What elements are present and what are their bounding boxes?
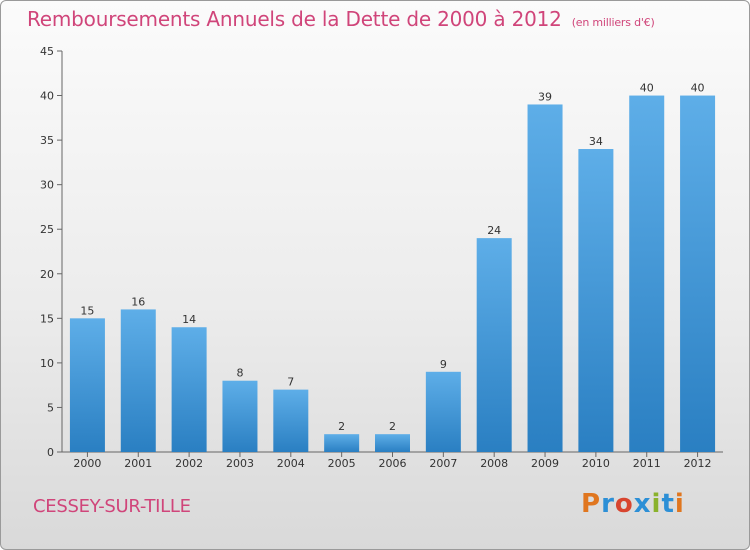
x-tick-label: 2010 — [582, 457, 610, 470]
bar-2001 — [120, 309, 156, 452]
x-tick-label: 2003 — [226, 457, 254, 470]
value-label-2008: 24 — [487, 224, 501, 237]
value-label-2000: 15 — [80, 304, 94, 317]
value-label-2010: 34 — [589, 135, 603, 148]
y-tick-label: 40 — [40, 90, 54, 103]
y-tick-label: 0 — [47, 446, 54, 459]
x-tick-label: 2001 — [124, 457, 152, 470]
x-tick-label: 2009 — [531, 457, 559, 470]
bar-2011 — [629, 95, 665, 453]
logo-letter: t — [661, 489, 675, 519]
x-tick-label: 2007 — [429, 457, 457, 470]
bar-2007 — [425, 371, 461, 452]
y-tick-label: 30 — [40, 179, 54, 192]
x-tick-label: 2000 — [73, 457, 101, 470]
bar-2003 — [222, 380, 258, 452]
x-tick-label: 2002 — [175, 457, 203, 470]
y-tick-label: 15 — [40, 312, 54, 325]
bar-2009 — [527, 104, 563, 452]
logo-letter: i — [651, 489, 662, 519]
y-tick-label: 10 — [40, 357, 54, 370]
logo-letter: x — [633, 489, 652, 519]
bar-2002 — [171, 327, 207, 452]
chart-value-labels: 15 16 14 8 7 2 2 9 24 39 34 40 40 — [80, 82, 704, 434]
bar-2000 — [69, 318, 105, 452]
value-label-2001: 16 — [131, 295, 145, 308]
logo-letter: r — [601, 489, 615, 519]
bar-2004 — [273, 389, 309, 452]
value-label-2002: 14 — [182, 313, 196, 326]
proxiti-logo: Proxiti — [581, 489, 685, 519]
bar-2008 — [476, 238, 512, 452]
bar-2005 — [324, 434, 360, 452]
commune-name: CESSEY-SUR-TILLE — [33, 496, 191, 517]
logo-letter: i — [674, 489, 685, 519]
chart-title: Remboursements Annuels de la Dette de 20… — [27, 7, 655, 31]
bar-2012 — [680, 95, 716, 453]
x-tick-label: 2004 — [277, 457, 305, 470]
y-tick-label: 5 — [47, 401, 54, 414]
chart-unit: (en milliers d'€) — [571, 16, 655, 29]
y-tick-label: 25 — [40, 223, 54, 236]
y-tick-label: 20 — [40, 268, 54, 281]
logo-letter: P — [581, 489, 602, 519]
y-tick-label: 35 — [40, 134, 54, 147]
chart-title-text: Remboursements Annuels de la Dette de 20… — [27, 7, 562, 31]
value-label-2009: 39 — [538, 90, 552, 103]
chart-bars — [69, 95, 716, 453]
y-tick-label: 45 — [40, 45, 54, 58]
value-label-2004: 7 — [287, 376, 294, 389]
x-tick-label: 2008 — [480, 457, 508, 470]
x-tick-label: 2012 — [684, 457, 712, 470]
x-tick-label: 2011 — [633, 457, 661, 470]
bar-2010 — [578, 149, 614, 452]
value-label-2003: 8 — [236, 367, 243, 380]
x-tick-label: 2005 — [328, 457, 356, 470]
value-label-2012: 40 — [691, 82, 705, 95]
value-label-2011: 40 — [640, 82, 654, 95]
value-label-2005: 2 — [338, 420, 345, 433]
value-label-2006: 2 — [389, 420, 396, 433]
logo-letter: o — [614, 489, 634, 519]
chart-axes: 0 5 10 15 20 25 30 35 40 45 2000 2001 2002 2003 2004 20… — [40, 45, 723, 470]
value-label-2007: 9 — [440, 358, 447, 371]
x-tick-label: 2006 — [379, 457, 407, 470]
bar-2006 — [375, 434, 410, 452]
